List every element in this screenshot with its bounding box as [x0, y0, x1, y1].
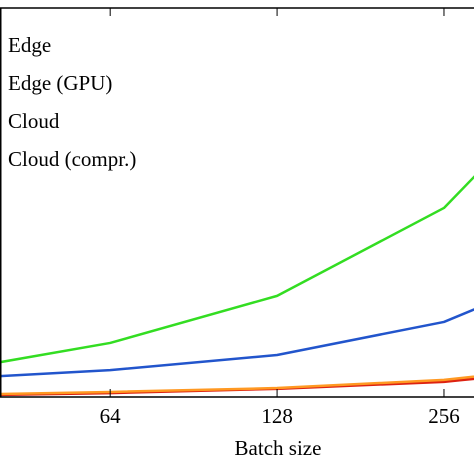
legend-label: Edge: [8, 33, 51, 57]
legend-label: Cloud (compr.): [8, 147, 136, 171]
legend-label: Edge (GPU): [8, 71, 112, 95]
line: [0, 377, 474, 397]
x-tick-label: 64: [100, 404, 122, 428]
line: [0, 375, 474, 396]
x-tick-label: 256: [428, 404, 460, 428]
x-tick-label: 128: [261, 404, 293, 428]
line: [0, 175, 474, 364]
legend-label: Cloud: [8, 109, 60, 133]
plot-area: [0, 175, 474, 397]
x-axis-label: Batch size: [235, 436, 322, 460]
line: [0, 308, 474, 378]
